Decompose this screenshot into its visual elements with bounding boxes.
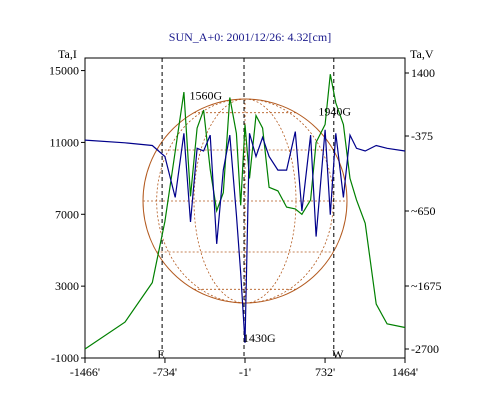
- right-tick-label: ~1675: [411, 279, 442, 293]
- series-group: [84, 74, 406, 350]
- axis-ticks: -1466' -734' -1' 732' 1464' 15000 11000 7000 300…: [49, 64, 442, 379]
- x-tick-label: -734': [153, 365, 177, 379]
- left-axis-label: Ta,I: [58, 47, 77, 61]
- annotation-label: 1940G: [318, 104, 351, 118]
- left-tick-label: 15000: [49, 64, 79, 78]
- annotation-label: 1560G: [189, 88, 222, 102]
- left-tick-label: 11000: [49, 135, 79, 149]
- right-tick-label: -2700: [411, 342, 439, 356]
- longitude-line: [244, 98, 297, 304]
- left-tick-label: 3000: [55, 279, 79, 293]
- right-tick-label: -375: [411, 129, 433, 143]
- right-axis-label: Ta,V: [410, 47, 434, 61]
- x-tick-label: 732': [315, 365, 335, 379]
- annotations: 1560G 1940G 1430G E W: [157, 88, 351, 361]
- right-tick-label: ~650: [411, 204, 436, 218]
- series-intensity-line: [84, 74, 406, 350]
- annotation-label: 1430G: [243, 331, 276, 345]
- left-tick-label: 7000: [55, 207, 79, 221]
- longitude-line: [156, 98, 246, 304]
- annotation-label: E: [157, 347, 164, 361]
- annotation-label: W: [332, 347, 344, 361]
- limb-markers: [161, 58, 335, 358]
- x-tick-label: -1466': [70, 365, 100, 379]
- left-tick-label: -1000: [51, 351, 79, 365]
- longitude-line: [244, 98, 334, 304]
- chart-title: SUN_A+0: 2001/12/26: 4.32[cm]: [169, 30, 331, 44]
- solar-disk-grid: [142, 98, 348, 304]
- series-polarization-line: [84, 129, 406, 343]
- longitude-line: [193, 98, 246, 304]
- right-tick-label: 1400: [411, 66, 435, 80]
- x-tick-label: -1': [239, 365, 251, 379]
- x-tick-label: 1464': [392, 365, 418, 379]
